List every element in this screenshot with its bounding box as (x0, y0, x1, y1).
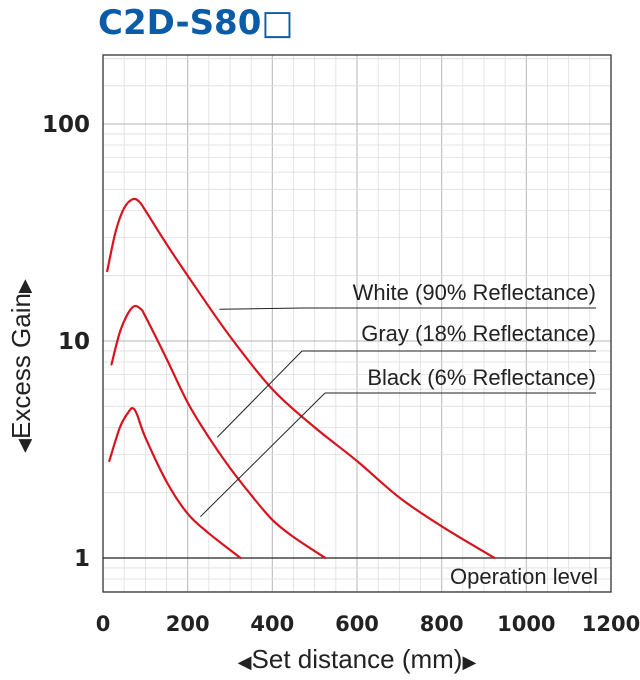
x-axis-title: Set distance (mm) (252, 644, 463, 674)
operation-level-label: Operation level (450, 564, 598, 589)
label-white: White (90% Reflectance) (353, 280, 596, 305)
x-axis-arrow-right: ▶ (462, 652, 476, 672)
y-axis-title: Excess Gain (6, 293, 36, 439)
operation-level-group: Operation level (103, 557, 611, 589)
callout-leader (200, 392, 326, 518)
x-tick-label: 200 (166, 612, 210, 636)
white-curve (106, 197, 496, 560)
y-axis-arrow-down: ◀ (14, 439, 34, 453)
label-gray: Gray (18% Reflectance) (361, 321, 596, 346)
x-axis-arrow-left: ◀ (238, 652, 252, 672)
plot-frame (102, 54, 612, 593)
x-tick-label: 400 (250, 612, 294, 636)
chart-title: C2D-S80□ (98, 3, 294, 43)
x-tick-label: 1200 (582, 612, 640, 636)
label-black: Black (6% Reflectance) (367, 365, 596, 390)
x-tick-label: 1000 (497, 612, 555, 636)
y-tick-label: 1 (74, 546, 90, 572)
callout-leader (219, 307, 303, 310)
x-tick-label: 600 (335, 612, 379, 636)
x-tick-label: 0 (96, 612, 111, 636)
gray-curve (110, 304, 327, 560)
grid-lines (103, 55, 611, 593)
tick-label-group: 0 200 400 600 800 1000 1200 1 10 100 (42, 112, 640, 636)
y-axis-arrow-up: ▶ (14, 279, 34, 293)
black-curve (108, 407, 242, 560)
callout-leader (216, 350, 303, 438)
x-tick-label: 800 (420, 612, 464, 636)
callout-group: White (90% Reflectance) Gray (18% Reflect… (200, 280, 596, 518)
curve-group (106, 197, 496, 560)
y-tick-label: 10 (58, 329, 90, 355)
y-tick-label: 100 (42, 112, 90, 138)
x-axis-label: ◀Set distance (mm)▶ (238, 644, 477, 674)
y-axis-label: ◀Excess Gain▶ (6, 279, 36, 453)
